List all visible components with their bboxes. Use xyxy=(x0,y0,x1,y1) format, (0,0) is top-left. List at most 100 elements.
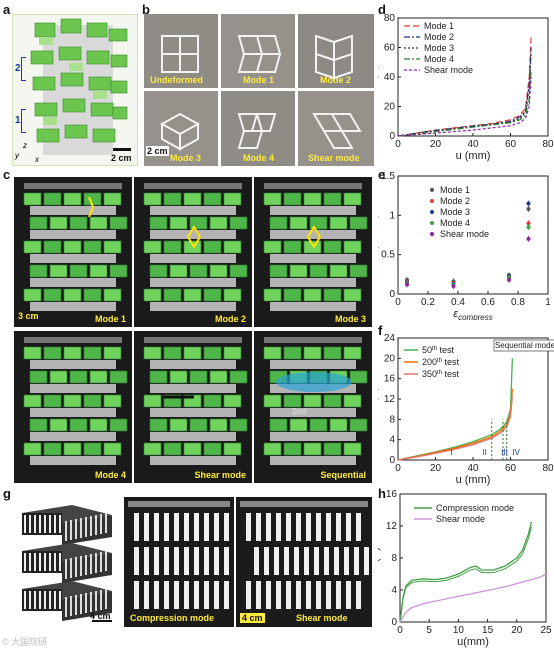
green-block xyxy=(163,240,182,254)
legend-sup: th xyxy=(432,346,437,352)
lattice-bar xyxy=(346,581,351,609)
lattice-bar xyxy=(346,513,351,541)
lattice-bar xyxy=(204,547,209,575)
white-cell-row xyxy=(30,408,116,417)
green-block xyxy=(343,240,362,254)
lattice-bar xyxy=(164,581,169,609)
y-axis-label: F(N) xyxy=(378,547,381,569)
photo-shear: Shear mode xyxy=(298,91,374,166)
green-block xyxy=(143,346,162,360)
green-block xyxy=(323,240,342,254)
caption-c-mode1: Mode 1 xyxy=(94,314,126,324)
scale-bar-g1: 4 cm xyxy=(90,611,111,621)
x-tick-label: 1 xyxy=(545,297,551,308)
green-block xyxy=(283,240,302,254)
y-tick-label: 0 xyxy=(389,455,395,466)
white-cell-row xyxy=(150,360,236,369)
white-cell-row xyxy=(150,432,236,441)
lattice-stripe xyxy=(39,553,41,571)
green-block xyxy=(169,264,188,278)
green-block xyxy=(223,394,242,408)
green-block xyxy=(103,346,122,360)
lattice-stripe xyxy=(90,592,92,612)
y-tick-label: 80 xyxy=(384,13,396,24)
green-block xyxy=(183,346,202,360)
lattice-bar xyxy=(274,547,279,575)
white-cell-row xyxy=(150,408,236,417)
panel-c-stacks xyxy=(23,183,368,465)
unit-mark-2: 2 xyxy=(15,63,21,74)
green-block xyxy=(283,394,302,408)
panel-label-e: e xyxy=(378,167,386,182)
lattice-stripe xyxy=(59,553,61,571)
x-tick-label: 0 xyxy=(395,463,401,474)
lattice-stripe xyxy=(59,591,61,609)
lattice-bar xyxy=(134,581,139,609)
lattice-stripe xyxy=(29,591,31,609)
phase-label: I xyxy=(451,448,453,457)
green-block xyxy=(289,264,308,278)
green-block xyxy=(109,264,128,278)
green-block xyxy=(209,418,228,432)
y-tick-label: 1 xyxy=(389,210,395,221)
white-cell-row xyxy=(270,278,356,287)
lattice-stripe xyxy=(65,597,67,617)
lattice-bar xyxy=(316,581,321,609)
green-block xyxy=(289,418,308,432)
unit-mark-1: 1 xyxy=(15,115,21,126)
series-line-2 xyxy=(397,388,514,461)
green-block xyxy=(349,216,368,230)
clamp-top xyxy=(264,337,362,343)
clamp-plate xyxy=(240,501,368,507)
lattice-bar xyxy=(356,513,361,541)
lattice-stripe xyxy=(49,553,51,571)
lattice-bar xyxy=(174,581,179,609)
bracket-2 xyxy=(21,57,26,81)
green-block xyxy=(83,394,102,408)
green-block xyxy=(109,216,128,230)
green-block xyxy=(49,264,68,278)
lattice-bar xyxy=(184,513,189,541)
lattice-bar xyxy=(174,547,179,575)
legend-marker xyxy=(430,199,434,203)
green-block xyxy=(43,192,62,206)
clamp-top xyxy=(24,337,122,343)
green-block xyxy=(143,442,162,456)
lattice-bar xyxy=(256,581,261,609)
white-cell-row xyxy=(30,432,116,441)
green-block xyxy=(89,370,108,384)
y-tick-label: 1.5 xyxy=(381,171,395,182)
green-block xyxy=(103,288,122,302)
green-block xyxy=(283,346,302,360)
y-tick-label: 4 xyxy=(389,435,395,446)
white-cell-row xyxy=(30,230,116,239)
panel-g-stack xyxy=(22,505,112,622)
x-axis-label: u(mm) xyxy=(457,636,489,648)
lattice-bar xyxy=(284,547,289,575)
green-block xyxy=(43,288,62,302)
lattice-stripe xyxy=(70,520,72,540)
x-tick-label: 20 xyxy=(430,139,442,150)
green-block xyxy=(189,216,208,230)
scale-bar-a: 2 cm xyxy=(111,153,132,163)
caption-g-compression: Compression mode xyxy=(130,613,215,623)
green-block xyxy=(169,418,188,432)
green-block xyxy=(349,370,368,384)
green-block xyxy=(303,288,322,302)
green-block xyxy=(83,442,102,456)
green-block xyxy=(49,216,68,230)
lattice-bar xyxy=(304,547,309,575)
green-block xyxy=(229,418,248,432)
green-block xyxy=(303,394,322,408)
y-tick-label: 20 xyxy=(384,102,396,113)
annotation-box xyxy=(493,339,554,352)
green-block xyxy=(29,370,48,384)
caption-mode1: Mode 1 xyxy=(243,75,275,85)
white-cell-row xyxy=(150,254,236,263)
green-block xyxy=(83,240,102,254)
lattice-stripe xyxy=(105,589,107,609)
phase-label: IV xyxy=(512,448,520,457)
lattice-bar xyxy=(356,581,361,609)
legend-rest: test xyxy=(437,345,455,355)
lattice-bar xyxy=(266,581,271,609)
